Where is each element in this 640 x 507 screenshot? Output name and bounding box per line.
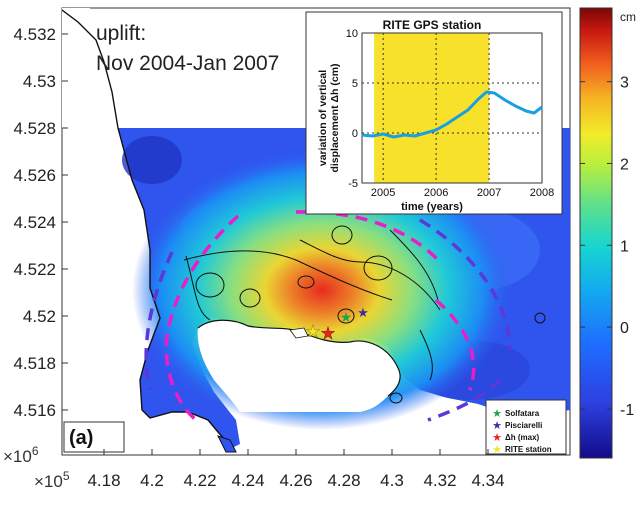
x-tick-label: 4.18 bbox=[87, 471, 120, 490]
legend-2-star-icon: ★ bbox=[492, 420, 502, 432]
x-tick-label: 4.26 bbox=[279, 471, 312, 490]
x-tick-label: 4.2 bbox=[140, 471, 164, 490]
y-tick-label: 4.524 bbox=[13, 213, 56, 232]
pisciarelli-star-icon: ★ bbox=[357, 305, 369, 320]
caldera-rim-outer bbox=[144, 251, 174, 391]
series-point bbox=[485, 91, 488, 93]
coastline bbox=[62, 9, 233, 449]
y-tick-label: 4.532 bbox=[13, 25, 56, 44]
solfatara-star-icon: ★ bbox=[340, 309, 353, 325]
y-exponent: ×106 bbox=[3, 444, 39, 466]
legend-label: Solfatara bbox=[505, 409, 540, 418]
series-point bbox=[414, 135, 416, 137]
panel-label-text: (a) bbox=[69, 427, 93, 449]
series-point bbox=[525, 110, 527, 112]
series-point bbox=[361, 134, 363, 136]
series-point bbox=[424, 132, 427, 134]
inset-ylabel: variation of verticaldisplacement Δh (cm… bbox=[317, 63, 341, 172]
series-point bbox=[477, 98, 480, 100]
inset-x-tick-label: 2007 bbox=[477, 187, 501, 199]
inset-y-tick-label: 10 bbox=[346, 28, 358, 40]
panel-label: (a) bbox=[63, 421, 125, 453]
colorbar: cm 3 2 1 0 -1 bbox=[579, 7, 636, 459]
series-point bbox=[541, 106, 543, 108]
series-point bbox=[514, 105, 517, 107]
series-point bbox=[504, 99, 506, 101]
series-point bbox=[467, 109, 469, 111]
series-point bbox=[445, 123, 448, 125]
y-tick-label: 4.53 bbox=[23, 72, 56, 91]
series-point bbox=[382, 133, 384, 135]
max-uplift-star-icon: ★ bbox=[320, 324, 335, 343]
x-tick-label: 4.22 bbox=[183, 471, 216, 490]
map-legend: ★ Solfatara★ Pisciarelli★ Δh (max)★ RITE sta… bbox=[485, 399, 567, 456]
y-axis: 4.532 4.53 4.528 4.526 4.524 4.522 4.52 4.518 4.… bbox=[13, 25, 68, 420]
colorbar-tick-label: -1 bbox=[620, 402, 634, 419]
y-tick-label: 4.518 bbox=[13, 354, 56, 373]
legend-label: Δh (max) bbox=[505, 433, 540, 442]
x-tick-label: 4.3 bbox=[380, 471, 404, 490]
inset-x-tick-label: 2005 bbox=[371, 187, 395, 199]
x-tick-label: 4.32 bbox=[423, 471, 456, 490]
inset-x-tick-label: 2008 bbox=[530, 187, 554, 199]
legend-3-star-icon: ★ bbox=[492, 432, 502, 444]
inset-y-tick-label: 5 bbox=[352, 78, 358, 90]
inset-chart: RITE GPS station 2005 2006 2007 20081050-5 … bbox=[305, 11, 563, 215]
colorbar-tick-label: 3 bbox=[620, 75, 629, 92]
series-point bbox=[371, 135, 374, 137]
series-point bbox=[533, 112, 535, 114]
x-exponent: ×105 bbox=[34, 469, 70, 491]
x-tick-label: 4.28 bbox=[327, 471, 360, 490]
map-title-line1: uplift: bbox=[96, 22, 146, 45]
series-point bbox=[456, 116, 459, 118]
bay bbox=[197, 320, 401, 412]
series-point bbox=[403, 134, 406, 136]
legend-1-star-icon: ★ bbox=[492, 408, 502, 420]
inset-title: RITE GPS station bbox=[383, 18, 482, 32]
legend-4-star-icon: ★ bbox=[492, 444, 502, 456]
y-tick-label: 4.516 bbox=[13, 401, 56, 420]
inset-y-tick-label: 0 bbox=[352, 128, 358, 140]
series-point bbox=[493, 92, 496, 94]
rite-station-star-icon: ★ bbox=[305, 322, 320, 341]
y-tick-label: 4.52 bbox=[23, 307, 56, 326]
series-point bbox=[392, 136, 395, 138]
crater-outlines bbox=[183, 225, 546, 404]
inset-ylabel-line2: displacement Δh (cm) bbox=[329, 63, 341, 172]
colorbar-unit: cm bbox=[620, 10, 636, 24]
colorbar-tick-label: 1 bbox=[620, 238, 629, 255]
legend-label: RITE station bbox=[505, 445, 552, 454]
map-markers: ★ ★ ★ ★ bbox=[305, 305, 369, 343]
x-tick-label: 4.34 bbox=[471, 471, 504, 490]
colorbar-ramp bbox=[579, 7, 613, 459]
y-tick-label: 4.528 bbox=[13, 119, 56, 138]
series-point bbox=[435, 129, 437, 131]
y-tick-label: 4.526 bbox=[13, 166, 56, 185]
colorbar-tick-label: 2 bbox=[620, 156, 629, 173]
inset-xlabel: time (years) bbox=[401, 201, 463, 213]
map-title-line2: Nov 2004-Jan 2007 bbox=[96, 52, 279, 75]
colorbar-tick-label: 0 bbox=[620, 320, 629, 337]
inset-x-tick-label: 2006 bbox=[424, 187, 448, 199]
caldera-rim-inner bbox=[164, 214, 240, 422]
x-tick-label: 4.24 bbox=[231, 471, 264, 490]
x-axis: 4.18 4.2 4.22 4.24 4.26 4.28 4.3 4.32 4.34 bbox=[87, 449, 505, 490]
y-tick-label: 4.522 bbox=[13, 260, 56, 279]
inset-ylabel-line1: variation of vertical bbox=[317, 70, 329, 166]
inset-y-tick-label: -5 bbox=[348, 178, 358, 190]
legend-label: Pisciarelli bbox=[505, 421, 542, 430]
